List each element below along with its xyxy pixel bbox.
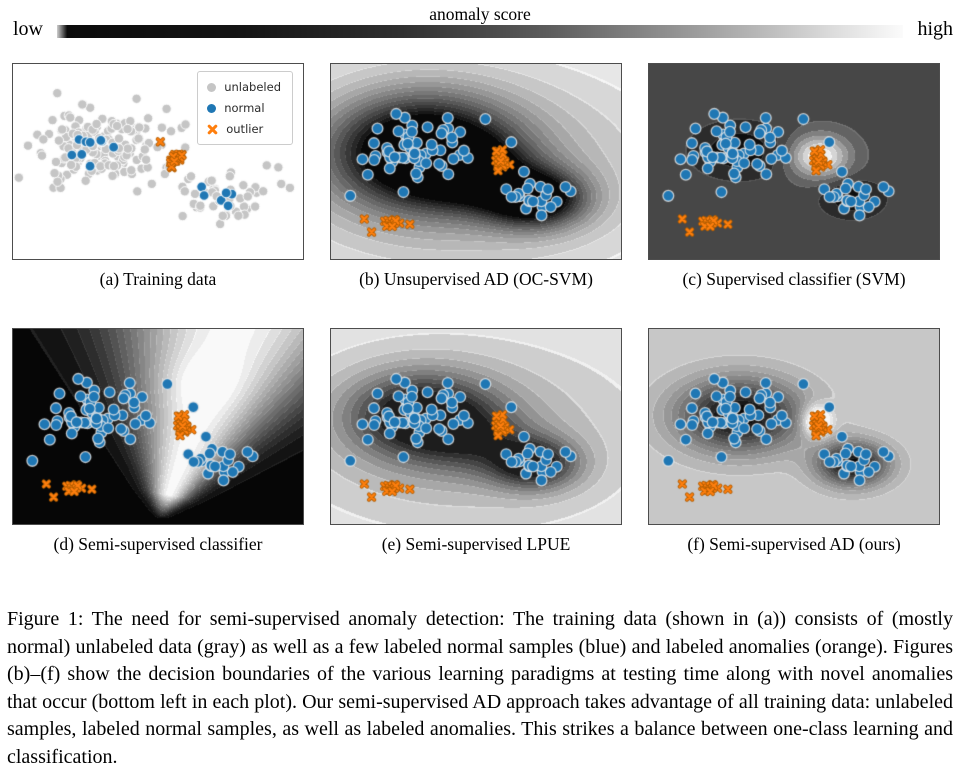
caption-b: (b) Unsupervised AD (OC-SVM): [359, 269, 593, 289]
panel-semisupervised-classifier: [12, 328, 304, 525]
caption-f: (f) Semi-supervised AD (ours): [687, 534, 901, 554]
colorbar-title: anomaly score: [429, 4, 531, 24]
semisupervised-classifier-plot: [13, 329, 303, 524]
legend-label-normal: normal: [224, 101, 265, 115]
panel-semisupervised-ad: [648, 328, 940, 525]
normal-marker-icon: [207, 103, 217, 113]
panel-lpue: [330, 328, 622, 525]
caption-e: (e) Semi-supervised LPUE: [381, 534, 571, 554]
legend-item-outlier: outlier: [207, 122, 281, 136]
colorbar-high-label: high: [917, 18, 953, 40]
legend-item-normal: normal: [207, 101, 281, 115]
colorbar-low-label: low: [13, 18, 43, 40]
caption-d: (d) Semi-supervised classifier: [53, 534, 263, 554]
caption-c: (c) Supervised classifier (SVM): [682, 269, 906, 289]
ocsvm-contour-plot: [331, 64, 621, 259]
legend-label-unlabeled: unlabeled: [224, 80, 281, 94]
semisupervised-ad-plot: [649, 329, 939, 524]
unlabeled-marker-icon: [207, 82, 217, 92]
legend: unlabeled normal outlier: [197, 71, 293, 145]
panel-training-data: unlabeled normal outlier: [12, 63, 304, 260]
lpue-contour-plot: [331, 329, 621, 524]
panel-ocsvm: [330, 63, 622, 260]
caption-a: (a) Training data: [99, 269, 217, 289]
legend-label-outlier: outlier: [226, 122, 264, 136]
outlier-x-marker-icon: [207, 124, 218, 134]
figure-caption: Figure 1: The need for semi-supervised a…: [7, 608, 953, 768]
panel-svm: [648, 63, 940, 260]
anomaly-score-colorbar: [57, 25, 903, 38]
svm-contour-plot: [649, 64, 939, 259]
legend-item-unlabeled: unlabeled: [207, 80, 281, 94]
